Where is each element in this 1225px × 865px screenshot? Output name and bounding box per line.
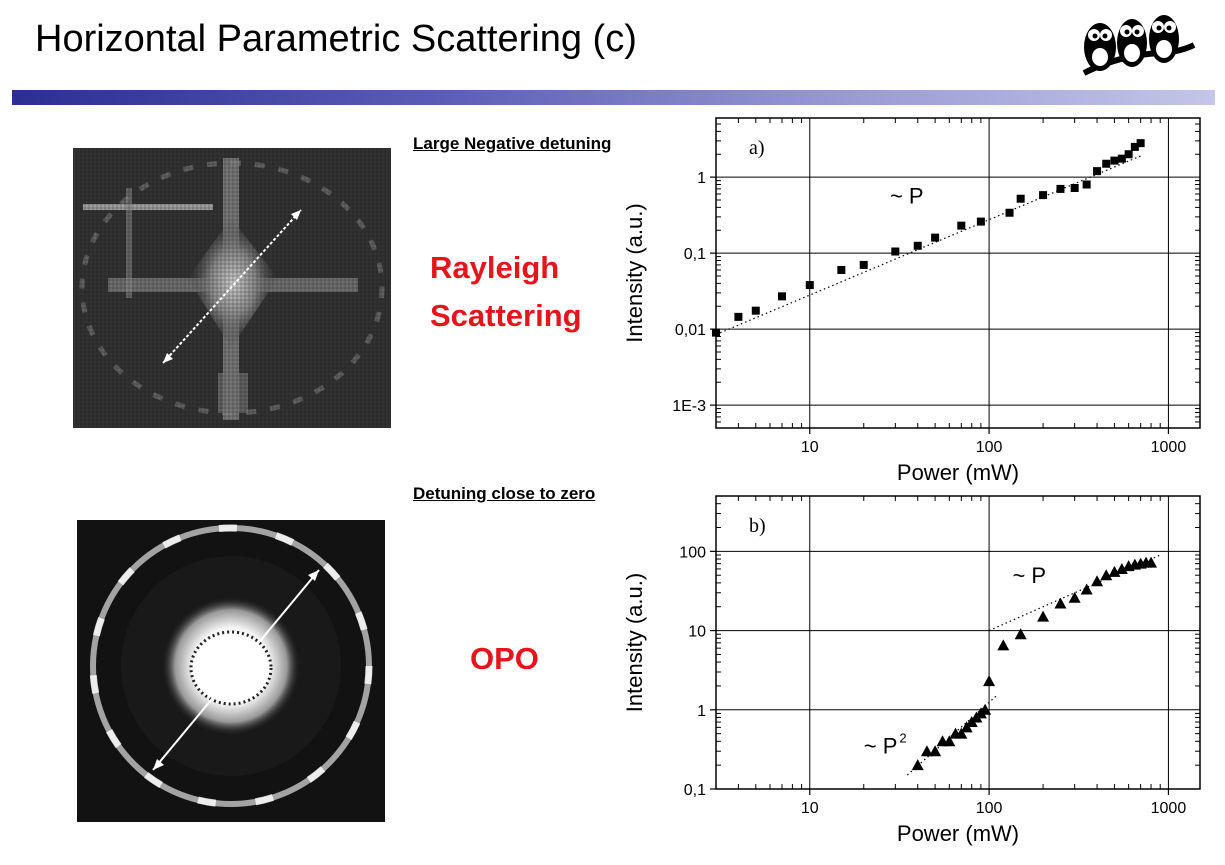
y-tick-label: 1 — [697, 703, 706, 720]
x-axis-title: Power (mW) — [897, 460, 1019, 485]
x-tick-label: 1000 — [1151, 800, 1187, 817]
data-point — [1037, 610, 1050, 622]
title-underline-bar — [12, 90, 1215, 105]
data-point — [891, 247, 900, 256]
panel-label: a) — [749, 137, 765, 159]
data-point — [1039, 191, 1048, 200]
data-point — [1136, 139, 1145, 148]
y-tick-label: 0,01 — [675, 322, 706, 339]
data-point — [1110, 156, 1119, 165]
data-point — [979, 703, 992, 715]
opo-label: OPO — [470, 641, 539, 676]
data-point — [1005, 208, 1014, 217]
y-tick-label: 1 — [697, 170, 706, 187]
data-point — [1054, 597, 1067, 609]
data-point — [751, 306, 760, 315]
x-axis-title: Power (mW) — [897, 821, 1019, 846]
data-point — [1115, 562, 1128, 574]
data-point — [983, 675, 996, 687]
rayleigh-label: Rayleigh — [430, 250, 560, 285]
data-point — [997, 639, 1010, 651]
annotation-label: ~ P — [1012, 563, 1046, 588]
data-point — [931, 233, 940, 242]
data-point — [1145, 556, 1158, 568]
data-point — [1080, 583, 1093, 595]
data-point — [1130, 142, 1139, 151]
y-tick-label: 100 — [679, 544, 706, 561]
data-point — [837, 265, 846, 274]
scattering-label: Scattering — [430, 298, 582, 333]
y-axis-title: Intensity (a.u.) — [622, 573, 647, 712]
rayleigh-scattering-image — [73, 148, 391, 428]
data-point — [1016, 194, 1025, 203]
annotation-superscript: 2 — [899, 731, 906, 746]
data-point — [712, 328, 720, 337]
data-point — [1056, 184, 1065, 193]
data-point — [1068, 591, 1081, 603]
data-point — [859, 260, 868, 269]
fit-line — [715, 155, 1141, 336]
data-point — [805, 281, 814, 290]
data-point — [913, 241, 922, 250]
data-point — [1093, 167, 1102, 176]
owls-logo — [1082, 15, 1196, 76]
data-point — [1091, 575, 1104, 587]
data-point — [943, 735, 956, 747]
y-tick-label: 0,1 — [684, 246, 706, 263]
data-point — [955, 727, 968, 739]
bottom-panel-heading: Detuning close to zero — [413, 484, 596, 503]
x-tick-label: 1000 — [1151, 439, 1187, 456]
data-point — [1014, 628, 1027, 640]
y-tick-label: 1E-3 — [672, 398, 706, 415]
x-tick-label: 100 — [976, 800, 1003, 817]
y-tick-label: 0,1 — [684, 782, 706, 799]
opo-ring-image — [77, 520, 385, 822]
plot-frame — [715, 495, 1201, 790]
top-panel-heading: Large Negative detuning — [413, 134, 612, 153]
data-point — [911, 759, 924, 771]
chart-b-opo-intensity-vs-power: 10 100 1000 0,1 1 10 100 Power (mW) Intensity (a… — [622, 495, 1201, 846]
y-axis-title: Intensity (a.u.) — [622, 203, 647, 342]
data-point — [1108, 565, 1121, 577]
x-tick-label: 10 — [801, 439, 819, 456]
data-point — [777, 292, 786, 301]
data-point — [920, 745, 933, 757]
data-point — [929, 745, 942, 757]
panel-label: b) — [749, 515, 766, 537]
y-tick-label: 10 — [688, 624, 706, 641]
data-point — [1117, 154, 1126, 163]
annotation-label: ~ P — [890, 183, 924, 208]
slide-title: Horizontal Parametric Scattering (c) — [35, 18, 637, 60]
data-point — [1124, 150, 1133, 159]
data-point — [1070, 183, 1079, 192]
data-point — [734, 312, 743, 321]
x-tick-label: 10 — [801, 800, 819, 817]
data-point — [976, 217, 985, 226]
x-tick-label: 100 — [976, 439, 1003, 456]
data-point — [1082, 180, 1091, 189]
plot-frame — [715, 117, 1201, 429]
annotation-label: ~ P — [864, 734, 898, 759]
data-point — [1102, 159, 1111, 168]
data-point — [1100, 569, 1113, 581]
data-point — [957, 221, 966, 230]
chart-a-rayleigh-intensity-vs-power: 10 100 1000 1E-3 0,01 0,1 1 Power (mW) Intensity… — [622, 117, 1201, 485]
